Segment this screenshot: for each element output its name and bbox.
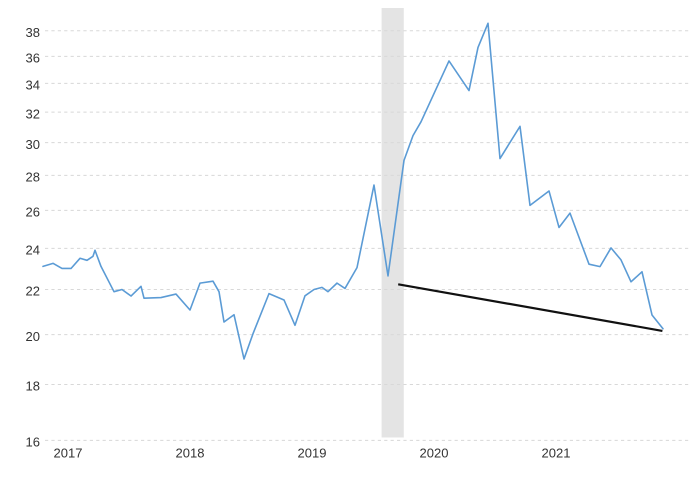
- svg-text:22: 22: [26, 284, 40, 299]
- svg-text:38: 38: [26, 25, 40, 40]
- svg-text:32: 32: [26, 106, 40, 121]
- svg-text:36: 36: [26, 51, 40, 66]
- svg-text:28: 28: [26, 170, 40, 185]
- svg-text:24: 24: [26, 243, 40, 258]
- svg-text:26: 26: [26, 205, 40, 220]
- svg-text:2017: 2017: [54, 446, 83, 461]
- svg-text:2019: 2019: [298, 446, 327, 461]
- svg-text:2021: 2021: [542, 446, 571, 461]
- svg-text:2020: 2020: [420, 446, 449, 461]
- svg-text:34: 34: [26, 78, 40, 93]
- svg-text:2018: 2018: [176, 446, 205, 461]
- svg-text:18: 18: [26, 379, 40, 394]
- svg-text:20: 20: [26, 329, 40, 344]
- svg-text:30: 30: [26, 137, 40, 152]
- svg-text:16: 16: [26, 435, 40, 450]
